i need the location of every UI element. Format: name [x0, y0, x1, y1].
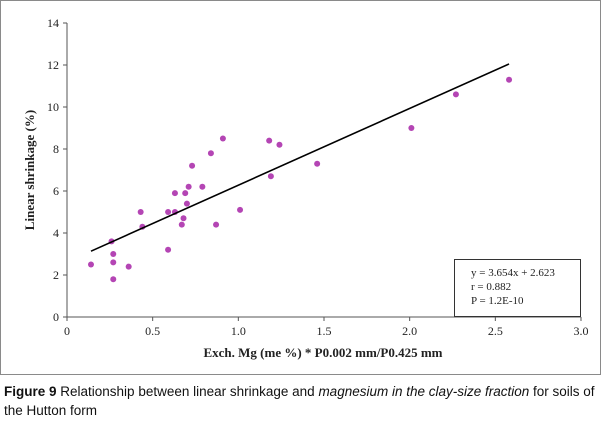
data-point	[165, 246, 172, 253]
data-point	[125, 263, 132, 270]
tick-labels: 0 2 4 6 8 10 12 14 0 0.5 1.0 1.5 2.0 2.5 3.0	[47, 16, 589, 338]
x-tick-label: 2.5	[488, 324, 503, 338]
data-point	[178, 221, 185, 228]
data-point	[266, 137, 273, 144]
data-point	[199, 183, 206, 190]
y-tick-label: 12	[47, 58, 59, 72]
data-point	[110, 259, 117, 266]
data-point	[165, 209, 172, 215]
data-point	[276, 141, 283, 148]
data-point	[506, 76, 513, 83]
axes	[63, 22, 582, 321]
caption-text-italic: magnesium in the clay-size fraction	[318, 384, 530, 399]
data-point	[171, 190, 178, 197]
trendline	[90, 63, 510, 252]
data-point	[110, 276, 117, 283]
x-tick-label: 0	[64, 324, 70, 338]
data-point	[180, 215, 187, 222]
regression-equation: y = 3.654x + 2.623	[471, 267, 555, 279]
x-tick-label: 1.5	[317, 324, 332, 338]
trendline-layer	[90, 63, 510, 252]
caption-text-end: for soils of the Hutton form	[4, 384, 595, 418]
data-point	[207, 150, 214, 157]
data-point	[213, 221, 220, 228]
data-point	[185, 183, 192, 190]
data-point	[137, 209, 144, 215]
regression-stats-box: y = 3.654x + 2.623 r = 0.882 P = 1.2E-10	[454, 259, 581, 317]
x-tick-label: 2.0	[402, 324, 417, 338]
x-tick-label: 3.0	[574, 324, 589, 338]
figure-number: Figure 9	[4, 384, 57, 399]
x-tick-label: 0.5	[145, 324, 160, 338]
p-value: P = 1.2E-10	[471, 295, 524, 307]
y-tick-label: 6	[53, 184, 59, 198]
data-point	[408, 125, 415, 131]
y-tick-label: 8	[53, 142, 59, 156]
y-tick-label: 0	[53, 310, 59, 324]
correlation-coefficient: r = 0.882	[471, 281, 512, 293]
y-tick-label: 14	[47, 16, 59, 30]
caption-text-start: Relationship between linear shrinkage an…	[56, 384, 319, 399]
x-tick-label: 1.0	[231, 324, 246, 338]
data-point	[87, 261, 94, 268]
figure-caption: Figure 9 Relationship between linear shr…	[4, 382, 600, 420]
chart-frame: 0 2 4 6 8 10 12 14 0 0.5 1.0 1.5 2.0 2.5 3.0 Exch. Mg …	[0, 0, 601, 375]
data-point	[237, 206, 244, 213]
data-points	[87, 76, 513, 283]
data-point	[110, 251, 117, 257]
data-point	[219, 135, 226, 142]
y-tick-label: 2	[53, 268, 59, 282]
x-axis-title: Exch. Mg (me %) * P0.002 mm/P0.425 mm	[203, 345, 442, 360]
scatter-chart: 0 2 4 6 8 10 12 14 0 0.5 1.0 1.5 2.0 2.5 3.0 Exch. Mg …	[22, 16, 589, 360]
data-point	[183, 200, 190, 207]
data-point	[267, 173, 274, 180]
data-point	[452, 91, 459, 98]
y-tick-label: 10	[47, 100, 59, 114]
data-point	[182, 190, 189, 197]
y-axis-title: Linear shrinkage (%)	[22, 110, 37, 230]
data-point	[189, 162, 196, 169]
data-point	[314, 160, 321, 167]
y-tick-label: 4	[53, 226, 59, 240]
